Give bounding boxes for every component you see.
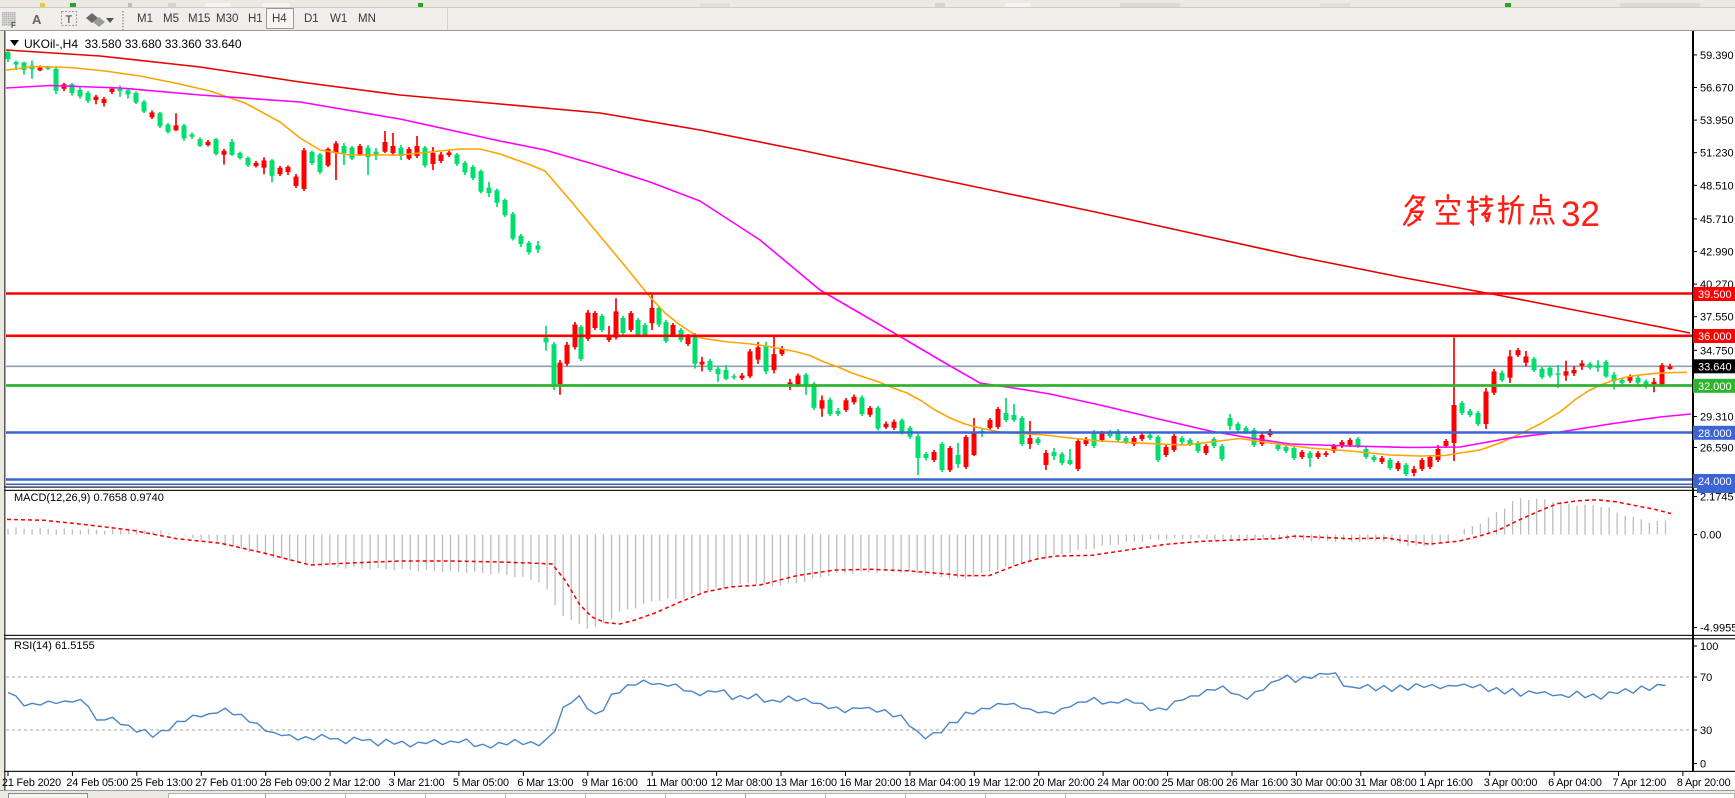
svg-text:6 Apr 04:00: 6 Apr 04:00 xyxy=(1548,777,1602,789)
svg-text:24 Mar 00:00: 24 Mar 00:00 xyxy=(1097,777,1159,789)
svg-text:28 Feb 09:00: 28 Feb 09:00 xyxy=(260,777,322,789)
svg-text:13 Mar 16:00: 13 Mar 16:00 xyxy=(775,777,837,789)
svg-text:51.230: 51.230 xyxy=(1700,148,1734,160)
svg-text:21 Feb 2020: 21 Feb 2020 xyxy=(2,777,61,789)
svg-text:19 Mar 12:00: 19 Mar 12:00 xyxy=(968,777,1030,789)
svg-text:UKOil-,H4 33.580 33.680 33.36: UKOil-,H4 33.580 33.680 33.360 33.640 xyxy=(24,37,242,51)
svg-text:36.000: 36.000 xyxy=(1698,331,1732,343)
svg-text:20 Mar 20:00: 20 Mar 20:00 xyxy=(1033,777,1095,789)
svg-text:24.000: 24.000 xyxy=(1698,476,1732,488)
svg-text:59.390: 59.390 xyxy=(1700,50,1734,62)
svg-text:0.00: 0.00 xyxy=(1700,530,1721,542)
svg-text:0: 0 xyxy=(1700,759,1706,771)
svg-text:18 Mar 04:00: 18 Mar 04:00 xyxy=(904,777,966,789)
svg-text:25 Feb 13:00: 25 Feb 13:00 xyxy=(131,777,193,789)
svg-text:16 Mar 20:00: 16 Mar 20:00 xyxy=(840,777,902,789)
svg-text:25 Mar 08:00: 25 Mar 08:00 xyxy=(1162,777,1224,789)
svg-text:42.990: 42.990 xyxy=(1700,247,1734,259)
svg-text:3 Apr 00:00: 3 Apr 00:00 xyxy=(1484,777,1538,789)
svg-text:31 Mar 08:00: 31 Mar 08:00 xyxy=(1355,777,1417,789)
svg-text:26 Mar 16:00: 26 Mar 16:00 xyxy=(1226,777,1288,789)
svg-text:2 Mar 12:00: 2 Mar 12:00 xyxy=(324,777,380,789)
svg-text:12 Mar 08:00: 12 Mar 08:00 xyxy=(711,777,773,789)
svg-text:8 Apr 20:00: 8 Apr 20:00 xyxy=(1677,777,1731,789)
svg-text:-4.9955: -4.9955 xyxy=(1700,623,1735,635)
svg-text:27 Feb 01:00: 27 Feb 01:00 xyxy=(195,777,257,789)
svg-text:2.1745: 2.1745 xyxy=(1700,492,1734,504)
svg-text:34.750: 34.750 xyxy=(1700,345,1734,357)
svg-text:56.670: 56.670 xyxy=(1700,83,1734,95)
svg-text:33.640: 33.640 xyxy=(1698,362,1732,374)
svg-text:7 Apr 12:00: 7 Apr 12:00 xyxy=(1613,777,1667,789)
svg-text:53.950: 53.950 xyxy=(1700,115,1734,127)
svg-text:9 Mar 16:00: 9 Mar 16:00 xyxy=(582,777,638,789)
svg-text:30 Mar 00:00: 30 Mar 00:00 xyxy=(1290,777,1352,789)
svg-text:5 Mar 05:00: 5 Mar 05:00 xyxy=(453,777,509,789)
svg-text:24 Feb 05:00: 24 Feb 05:00 xyxy=(66,777,128,789)
svg-text:48.510: 48.510 xyxy=(1700,180,1734,192)
svg-text:28.000: 28.000 xyxy=(1698,428,1732,440)
svg-text:T: T xyxy=(66,14,73,26)
svg-text:30: 30 xyxy=(1700,725,1712,737)
svg-text:1 Apr 16:00: 1 Apr 16:00 xyxy=(1419,777,1473,789)
svg-text:11 Mar 00:00: 11 Mar 00:00 xyxy=(646,777,707,789)
svg-text:100: 100 xyxy=(1700,641,1718,653)
svg-text:37.550: 37.550 xyxy=(1700,312,1734,324)
svg-text:MACD(12,26,9) 0.7658 0.9740: MACD(12,26,9) 0.7658 0.9740 xyxy=(14,492,164,504)
svg-text:32: 32 xyxy=(1561,195,1600,234)
svg-text:45.710: 45.710 xyxy=(1700,214,1734,226)
svg-text:RSI(14) 61.5155: RSI(14) 61.5155 xyxy=(14,640,95,652)
svg-text:F: F xyxy=(11,21,16,29)
svg-text:3 Mar 21:00: 3 Mar 21:00 xyxy=(389,777,445,789)
svg-text:26.590: 26.590 xyxy=(1700,443,1734,455)
svg-text:29.310: 29.310 xyxy=(1700,412,1734,424)
svg-text:70: 70 xyxy=(1700,672,1712,684)
svg-text:39.500: 39.500 xyxy=(1698,289,1732,301)
svg-text:6 Mar 13:00: 6 Mar 13:00 xyxy=(517,777,573,789)
svg-text:32.000: 32.000 xyxy=(1698,381,1732,393)
